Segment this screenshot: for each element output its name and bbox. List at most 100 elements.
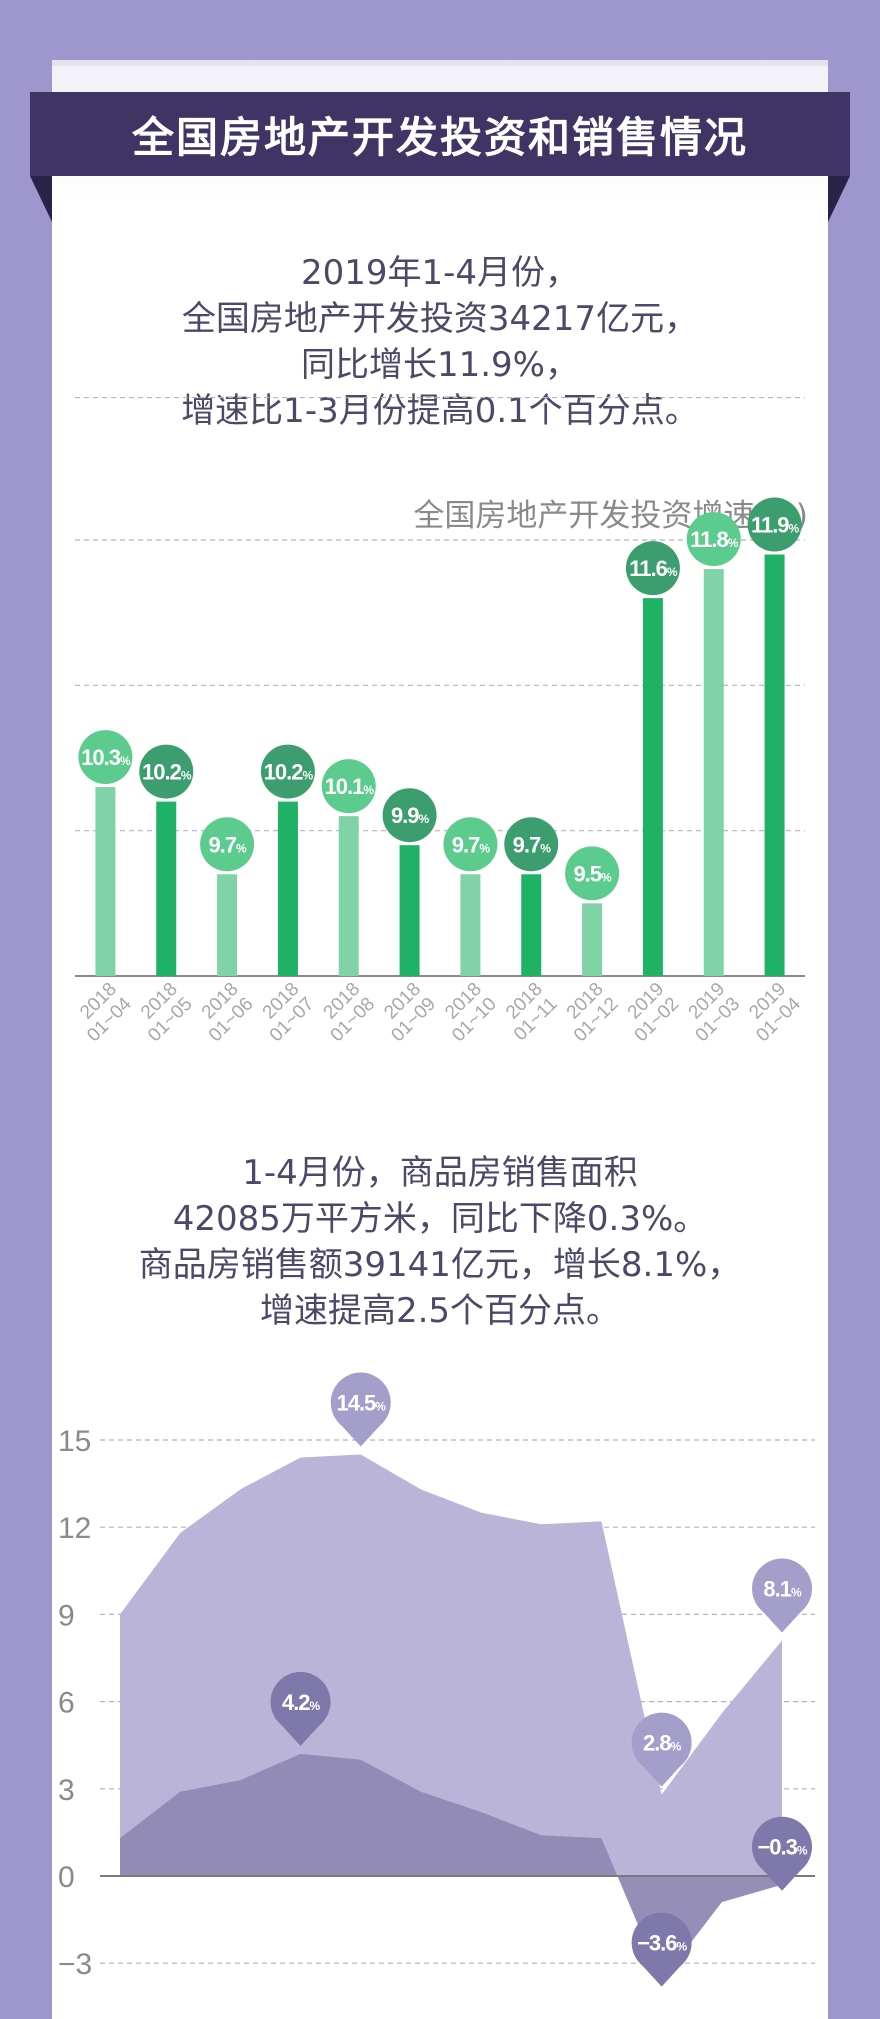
- bar-value-label: 9.7%: [443, 817, 498, 872]
- bar-value-unit: %: [302, 769, 313, 783]
- area-value-unit: %: [677, 1940, 688, 1954]
- bar-badge: [686, 512, 741, 567]
- bar-value-label: 9.5%: [565, 846, 620, 901]
- area-y-tick-label: 15: [58, 1425, 91, 1458]
- area-value-pin: 4.2%: [270, 1671, 331, 1746]
- bar-value-label: 10.2%: [260, 744, 315, 799]
- sales-paragraph: 1-4月份，商品房销售面积 42085万平方米，同比下降0.3%。 商品房销售额…: [52, 1150, 828, 1334]
- intro-line: 同比增长11.9%，: [300, 345, 579, 385]
- bar-chart-title: 全国房地产开发投资增速(%): [413, 498, 808, 534]
- bar-badge: [78, 730, 133, 785]
- bar: [764, 554, 785, 976]
- bar-value-unit: %: [789, 522, 800, 536]
- sales-line: 增速提高2.5个百分点。: [259, 1291, 621, 1331]
- bar-badge: [200, 817, 255, 872]
- bar: [521, 874, 542, 976]
- bar: [703, 569, 724, 976]
- bar-badge: [504, 817, 559, 872]
- bar: [156, 801, 177, 976]
- area-y-tick-label: −3: [58, 1948, 92, 1981]
- intro-line: 全国房地产开发投资34217亿元，: [181, 299, 699, 339]
- area-value-pin: −3.6%: [631, 1912, 692, 1987]
- area-value-unit: %: [671, 1740, 682, 1754]
- pin-head: [752, 1816, 812, 1877]
- area-y-tick-label: 6: [58, 1687, 75, 1720]
- bar-badge: [260, 744, 315, 799]
- bar-value-unit: %: [479, 841, 490, 855]
- bar: [217, 874, 238, 976]
- area-value-pin: 2.8%: [631, 1712, 692, 1787]
- bar: [582, 903, 603, 976]
- bar-value-label: 11.9%: [747, 497, 802, 552]
- area-value-unit: %: [797, 1844, 808, 1858]
- bar-value-unit: %: [181, 769, 192, 783]
- pin-head: [330, 1372, 391, 1433]
- area-value-pin: −0.3%: [752, 1816, 812, 1891]
- bar-value-unit: %: [667, 565, 678, 579]
- area-y-tick-label: 12: [58, 1512, 91, 1545]
- bar-value-label: 9.7%: [200, 817, 255, 872]
- bar: [277, 801, 298, 976]
- area-value-text: 4.2%: [282, 1690, 321, 1715]
- bar-value-label: 10.3%: [78, 730, 133, 785]
- area-value-unit: %: [375, 1400, 386, 1414]
- sales-line: 1-4月份，商品房销售面积: [242, 1153, 638, 1193]
- bar-badge: [565, 846, 620, 901]
- bar-value-label: 9.7%: [504, 817, 559, 872]
- bar-badge: [139, 744, 194, 799]
- sales-line: 42085万平方米，同比下降0.3%。: [172, 1199, 708, 1239]
- area-y-tick-label: 9: [58, 1599, 75, 1632]
- bar: [399, 845, 420, 976]
- bar: [460, 874, 481, 976]
- bar-badge: [443, 817, 498, 872]
- page-title: 全国房地产开发投资和销售情况: [30, 92, 850, 176]
- bar: [95, 787, 116, 976]
- bar-value-label: 11.6%: [625, 541, 680, 596]
- bar-badge: [747, 497, 802, 552]
- bar-badge: [625, 541, 680, 596]
- bar-value-label: 9.9%: [382, 788, 437, 843]
- bar-value-unit: %: [363, 783, 374, 797]
- bar-badge: [321, 759, 376, 814]
- bar: [338, 816, 359, 976]
- bar-value-text: 11.8%: [690, 527, 739, 552]
- area-value-text: 2.8%: [643, 1731, 682, 1756]
- pin-head: [631, 1712, 692, 1773]
- bar-value-unit: %: [728, 536, 739, 550]
- area-value-text: −0.3%: [757, 1835, 807, 1860]
- area-value-pin: 8.1%: [752, 1558, 812, 1633]
- bar: [642, 598, 663, 976]
- bar-value-unit: %: [601, 870, 612, 884]
- area-value-text: −3.6%: [637, 1931, 687, 1956]
- area-series-sales-floor: [120, 1753, 782, 1981]
- bar-value-unit: %: [419, 812, 430, 826]
- intro-line: 2019年1-4月份，: [300, 253, 580, 293]
- pin-head: [631, 1912, 692, 1973]
- pin-head: [270, 1671, 331, 1732]
- bar-value-label: 11.8%: [686, 512, 741, 567]
- area-value-unit: %: [791, 1586, 802, 1600]
- area-value-unit: %: [310, 1699, 321, 1713]
- bar-value-unit: %: [540, 841, 551, 855]
- bar-value-label: 10.1%: [321, 759, 376, 814]
- bar-value-unit: %: [120, 754, 131, 768]
- pin-head: [752, 1558, 812, 1619]
- area-value-pin: 14.5%: [330, 1372, 391, 1447]
- bar-value-text: 10.2%: [264, 760, 314, 785]
- area-y-tick-label: 3: [58, 1774, 75, 1807]
- bar-value-label: 10.2%: [139, 744, 194, 799]
- sales-line: 商品房销售额39141亿元，增长8.1%，: [138, 1245, 742, 1285]
